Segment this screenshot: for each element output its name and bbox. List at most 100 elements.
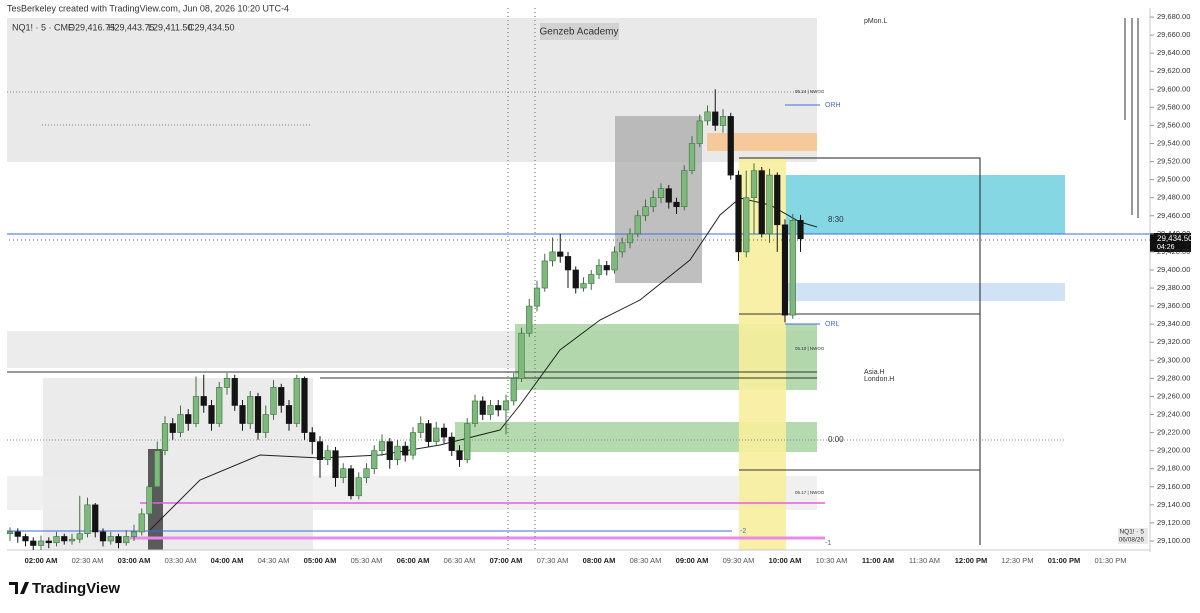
candle-body [386,441,393,460]
y-tick-label: 29,660.00 [1157,30,1190,39]
ohlc-label: C29,434.50 [188,22,235,32]
candle-body [208,405,215,424]
x-tick-label: 08:00 AM [583,556,616,565]
candle-body [22,536,29,542]
candle-body [130,531,138,537]
candle-body [696,120,703,144]
x-tick-label: 06:00 AM [397,556,430,565]
annotation: 0:00 [828,435,844,444]
zones [7,18,1065,550]
candle-body [479,400,486,415]
candle-body [448,436,455,451]
candle-body [774,174,781,226]
x-tick-label: 03:30 AM [165,556,197,565]
candle-body [316,441,324,460]
candle-body [254,396,262,433]
candle-body [84,504,91,535]
x-tick-label: 01:00 PM [1048,556,1081,565]
candle-body [487,405,494,415]
zone [707,133,817,151]
watermark: Genzeb Academy [540,27,619,38]
candle-body [495,405,502,411]
levels [7,8,1151,552]
ohlc-label: H29,443.75 [108,22,155,32]
candle-body [239,405,246,424]
x-tick-label: 12:30 PM [1001,556,1033,565]
y-tick-label: 29,420.00 [1157,247,1190,256]
y-tick-label: 29,540.00 [1157,138,1190,147]
candle-body [309,432,316,442]
candle-body [657,188,665,199]
annotation: Asia.H [864,369,885,376]
candle-body [781,224,789,316]
y-tick-label: 29,220.00 [1157,428,1190,437]
candle-body [626,233,634,244]
y-tick-label: 29,160.00 [1157,482,1190,491]
x-tick-label: 09:00 AM [676,556,709,565]
candle-body [347,468,355,497]
y-tick-label: 29,580.00 [1157,102,1190,111]
x-tick-label: 04:30 AM [258,556,290,565]
candle-body [588,274,595,284]
annotation: 8:30 [828,215,844,224]
x-tick-label: 05:30 AM [351,556,383,565]
candle-body [285,405,293,424]
y-tick-label: 29,100.00 [1157,536,1190,545]
candle-body [293,378,300,424]
y-tick-label: 29,340.00 [1157,319,1190,328]
y-tick-label: 29,240.00 [1157,409,1190,418]
annotation: ORL [825,321,840,328]
ohlc-label: L29,411.50 [148,22,192,32]
range-box [739,157,981,545]
candle-body [169,423,176,433]
candle-body [526,305,533,334]
ohlc-label: O29,416.75 [68,22,115,32]
candle-body [619,242,626,253]
candle-body [161,423,169,451]
x-tick-label: 06:30 AM [444,556,476,565]
candle-body [223,378,231,388]
candle-body [789,219,796,316]
candle-body [712,111,719,126]
countdown: 04:26 [1157,244,1175,251]
y-tick-label: 29,600.00 [1157,84,1190,93]
x-tick-label: 04:00 AM [211,556,244,565]
y-tick-label: 29,320.00 [1157,337,1190,346]
candle-body [402,445,409,456]
candle-body [45,540,52,544]
candle-body [681,170,688,208]
candle-body [634,215,641,235]
symbol: NQ1! · 5 · CME [12,22,74,32]
candle-body [378,441,386,451]
y-tick-label: 29,520.00 [1157,157,1190,166]
candle-body [332,450,339,479]
x-tick-label: 03:00 AM [118,556,151,565]
corner-box [1118,528,1148,544]
candle-body [471,400,479,424]
candle-body [549,251,556,262]
candle-body [247,396,254,424]
candle-body [115,536,122,544]
candle-body [564,256,572,271]
candle-body [502,400,510,411]
candle-body [433,427,440,442]
candle-body [301,378,308,433]
candle-body [14,531,21,537]
candle-body [456,450,463,460]
annotation: 05.17 | NWOG [795,490,825,495]
x-tick-label: 11:00 AM [862,556,894,565]
y-tick-label: 29,500.00 [1157,175,1190,184]
candle-body [603,265,610,271]
annotation: 05.10 | NWOG [795,346,825,351]
candle-body [533,287,541,307]
candle-body [766,174,773,235]
candle-body [107,536,114,542]
candle-body [371,450,378,469]
zone [615,116,702,283]
watermark-box [540,23,619,40]
candle-body [154,450,161,488]
candle-body [797,219,804,240]
zone [785,283,1065,301]
candle-body [595,265,603,275]
candle-body [185,414,192,424]
